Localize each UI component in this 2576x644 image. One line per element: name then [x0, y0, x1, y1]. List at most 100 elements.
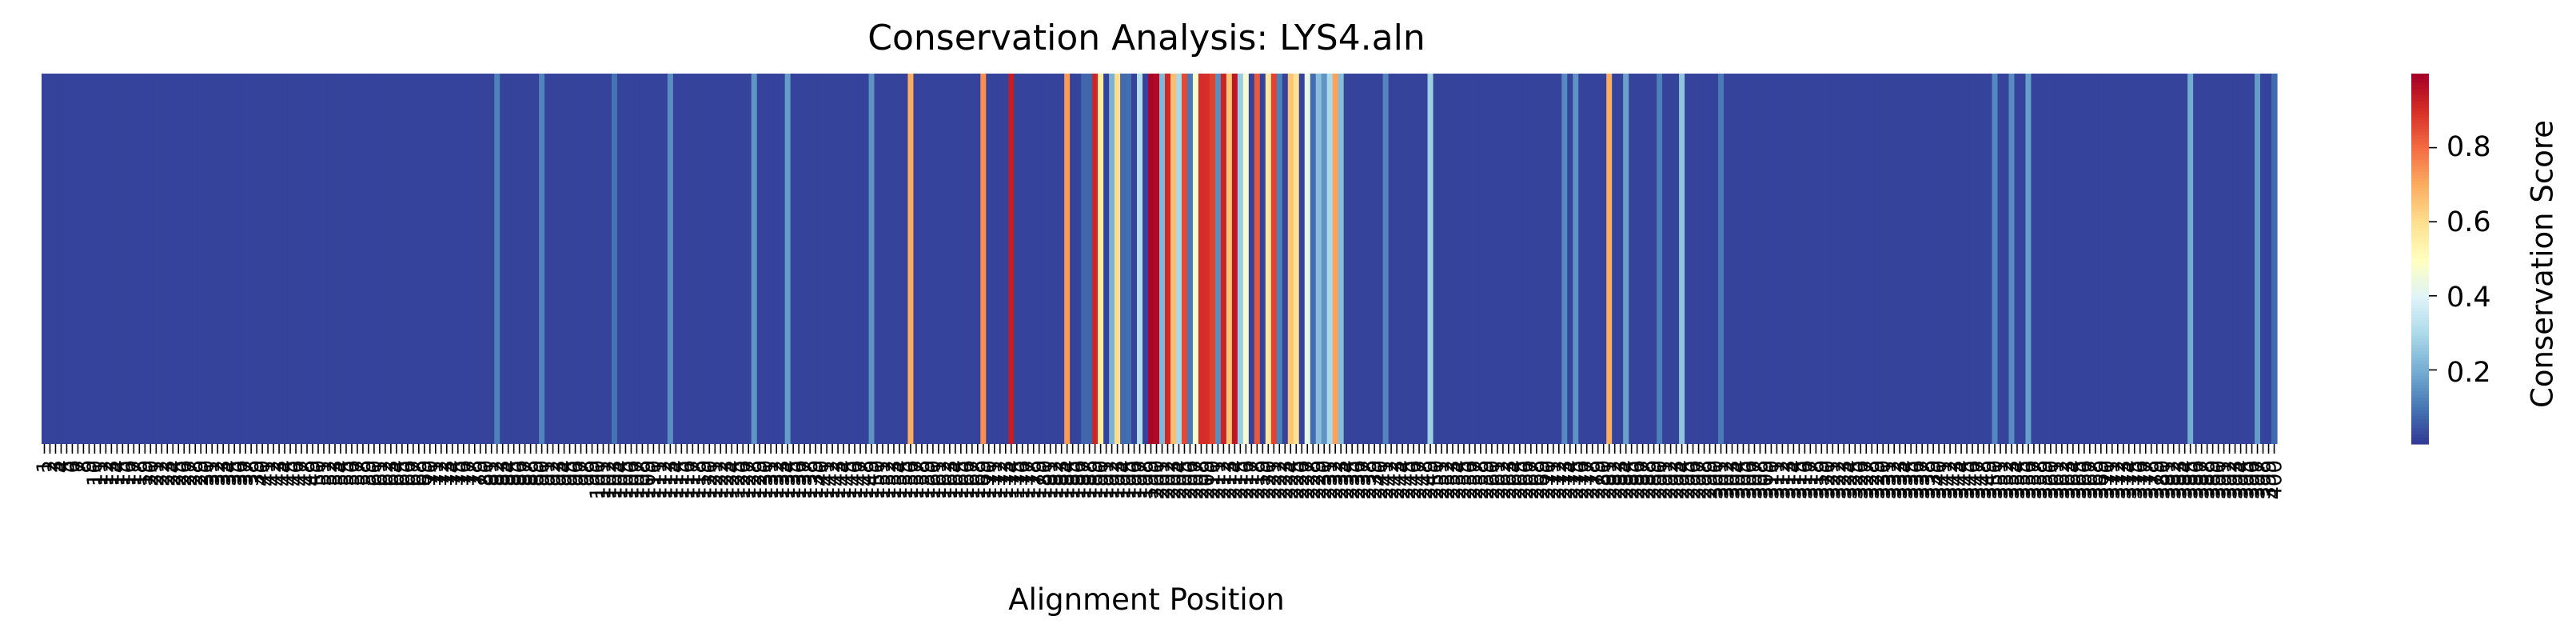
x-tick-label: 87 [514, 460, 538, 486]
x-tick-label: 324 [1838, 460, 1862, 500]
heatmap-cell [1690, 74, 1697, 444]
x-tick-label: 92 [542, 460, 566, 486]
x-tick-label: 12 [94, 460, 118, 486]
colorbar-segment [2411, 438, 2429, 442]
heatmap-cell [1818, 74, 1825, 444]
colorbar-segment [2411, 114, 2429, 118]
heatmap-cell [259, 74, 266, 444]
heatmap-cell [2221, 74, 2227, 444]
x-tick-label: 125 [726, 460, 750, 500]
colorbar-segment [2411, 234, 2429, 238]
heatmap-cell [2064, 74, 2071, 444]
x-tick-label: 326 [1849, 460, 1873, 500]
colorbar-segment [2411, 428, 2429, 433]
heatmap-cell [1338, 74, 1345, 444]
heatmap-cell [717, 74, 724, 444]
heatmap-cell [712, 74, 719, 444]
heatmap-cell [1343, 74, 1350, 444]
heatmap-cell [377, 74, 383, 444]
heatmap-cell [1595, 74, 1601, 444]
x-tick-label: 284 [1615, 460, 1639, 500]
heatmap-cell [1745, 74, 1753, 444]
x-tick-label: 51 [313, 460, 337, 486]
heatmap-cell [511, 74, 517, 444]
colorbar-segment [2411, 162, 2429, 167]
colorbar-segment [2411, 138, 2429, 142]
x-tick-label: 291 [1654, 460, 1678, 500]
heatmap-cell [2048, 74, 2054, 444]
x-tick-label: 352 [1995, 460, 2019, 500]
colorbar-segment [2411, 431, 2429, 436]
x-tick-label: 276 [1570, 460, 1594, 500]
x-tick-label: 89 [525, 460, 549, 486]
heatmap-cell [86, 74, 93, 444]
x-tick-label: 174 [1000, 460, 1024, 500]
heatmap-cell [1801, 74, 1808, 444]
colorbar-segment [2411, 354, 2429, 358]
colorbar-segment [2411, 416, 2429, 420]
x-tick-label: 69 [413, 460, 437, 486]
x-tick-label: 5 [55, 460, 79, 474]
x-tick-label: 188 [1079, 460, 1103, 500]
x-tick-label: 58 [352, 460, 376, 486]
heatmap-cell [1768, 74, 1775, 444]
heatmap-cell [1567, 74, 1573, 444]
heatmap-cell [298, 74, 305, 444]
x-tick-label: 365 [2068, 460, 2092, 500]
x-tick-label: 38 [240, 460, 264, 486]
heatmap-cell [136, 74, 143, 444]
heatmap-cell [203, 74, 210, 444]
x-tick-label: 223 [1274, 460, 1298, 500]
x-tick-label: 13 [100, 460, 124, 486]
colorbar-segment [2411, 357, 2429, 362]
heatmap-cell [1679, 74, 1685, 444]
x-tick-label: 369 [2090, 460, 2114, 500]
heatmap-cell [980, 74, 987, 444]
x-tick-label: 100 [587, 460, 611, 500]
heatmap-cell [1270, 74, 1278, 444]
colorbar-segment [2411, 101, 2429, 106]
x-tick-label: 142 [821, 460, 845, 500]
x-tick-label: 43 [268, 460, 292, 486]
colorbar-segment [2411, 107, 2429, 111]
colorbar-segment [2411, 172, 2429, 176]
heatmap-cell [2036, 74, 2044, 444]
heatmap-cell [1623, 74, 1629, 444]
x-tick-label: 149 [860, 460, 884, 500]
x-tick-label: 304 [1726, 460, 1750, 500]
x-tick-label: 320 [1816, 460, 1840, 500]
heatmap-cell [572, 74, 579, 444]
heatmap-cell [561, 74, 568, 444]
x-tick-label: 153 [883, 460, 907, 500]
x-tick-label: 317 [1799, 460, 1823, 500]
x-tick-label: 380 [2151, 460, 2175, 500]
heatmap-cell [332, 74, 339, 444]
heatmap-cell [528, 74, 534, 444]
heatmap-cell [1483, 74, 1490, 444]
x-tick-label: 48 [296, 460, 320, 486]
heatmap-cell [857, 74, 864, 444]
x-tick-label: 209 [1195, 460, 1219, 500]
colorbar-segment [2411, 335, 2429, 340]
heatmap-cell [969, 74, 975, 444]
x-tick-label: 99 [581, 460, 605, 486]
heatmap-cell [1126, 74, 1132, 444]
colorbar-segment [2411, 249, 2429, 254]
x-tick-label: 381 [2157, 460, 2181, 500]
colorbar-segment [2411, 252, 2429, 257]
heatmap-cell [1578, 74, 1585, 444]
x-tick-label: 268 [1525, 460, 1549, 500]
colorbar-segment [2411, 215, 2429, 219]
x-tick-label: 221 [1262, 460, 1286, 500]
colorbar-segment [2411, 258, 2429, 262]
heatmap-cell [1701, 74, 1708, 444]
x-tick-label: 234 [1335, 460, 1359, 500]
heatmap-cell [231, 74, 238, 444]
heatmap-cell [2266, 74, 2272, 444]
x-tick-label: 353 [2000, 460, 2024, 500]
x-tick-label: 335 [1900, 460, 1924, 500]
x-tick-label: 325 [1844, 460, 1868, 500]
x-tick-label: 106 [620, 460, 644, 500]
x-tick-label: 298 [1693, 460, 1717, 500]
